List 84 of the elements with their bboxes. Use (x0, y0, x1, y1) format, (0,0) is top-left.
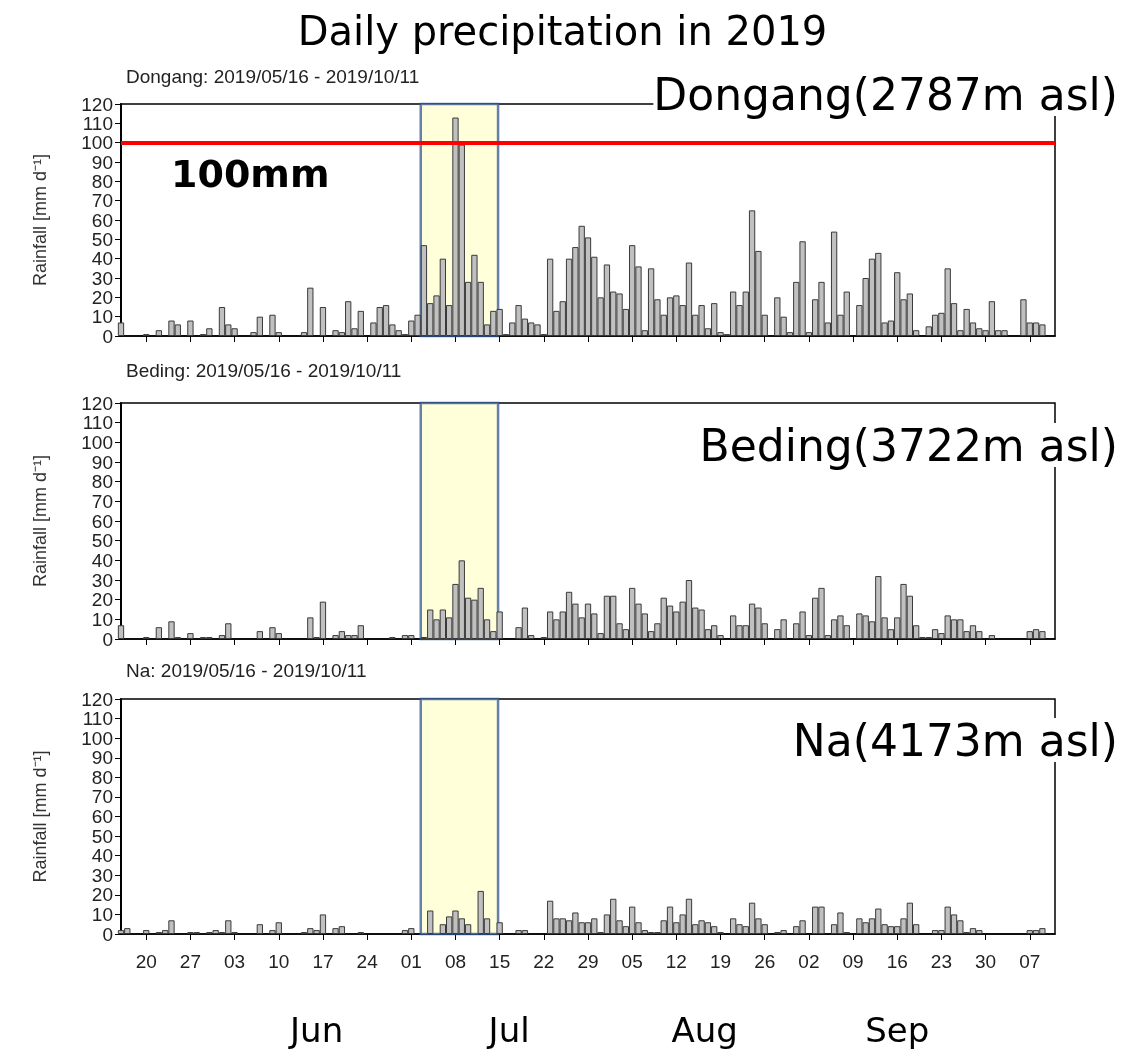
y-tick-label: 40 (91, 845, 113, 867)
y-tick-label: 100 (81, 431, 113, 453)
annotation: Dongang(2787m asl) (653, 68, 1118, 120)
y-tick-label: 80 (91, 766, 113, 788)
y-tick-label: 50 (91, 825, 113, 847)
y-tick-label: 40 (91, 549, 113, 571)
y-tick-label: 20 (91, 589, 113, 611)
x-tick-label: 17 (312, 951, 334, 972)
y-axis-title: Rainfall [mm d⁻¹] (30, 750, 50, 883)
x-tick-label: 23 (930, 951, 952, 972)
ref-line-label: 100mm (171, 151, 330, 196)
y-tick-label: 0 (102, 628, 113, 650)
bar (187, 320, 194, 336)
bar (988, 635, 996, 639)
y-tick-label: 10 (91, 903, 113, 925)
y-tick-label: 100 (81, 132, 113, 154)
chart-title: Daily precipitation in 2019 (297, 8, 828, 54)
y-tick-label: 110 (82, 112, 113, 134)
annotation: Na(4173m asl) (792, 714, 1118, 766)
bar (117, 322, 125, 336)
x-tick-label: 26 (754, 951, 776, 972)
x-tick-label: 05 (621, 951, 643, 972)
chart-subtitle: Dongang: 2019/05/16 - 2019/10/11 (126, 66, 420, 87)
y-tick-label: 110 (82, 708, 113, 730)
y-tick-label: 70 (91, 490, 113, 512)
x-tick-label: 02 (798, 951, 820, 972)
x-tick-label: 16 (886, 951, 908, 972)
bar (256, 631, 263, 639)
y-tick-label: 80 (91, 170, 113, 192)
text: Sep (865, 1010, 930, 1050)
y-tick-label: 20 (91, 884, 113, 906)
x-tick-label: 22 (533, 951, 555, 972)
y-tick-label: 120 (81, 688, 113, 710)
x-tick-label: 19 (709, 951, 732, 972)
x-tick-label: 01 (400, 951, 422, 972)
x-tick-label: 30 (975, 951, 997, 972)
x-tick-label: 27 (179, 951, 201, 972)
y-tick-label: 80 (91, 471, 113, 493)
bar (319, 307, 327, 336)
text: Aug (671, 1010, 738, 1050)
y-tick-label: 20 (91, 286, 113, 308)
bar (117, 625, 125, 639)
y-tick-label: 90 (91, 747, 113, 769)
x-tick-label: 03 (224, 951, 246, 972)
text: Jul (486, 1010, 530, 1050)
y-tick-label: 90 (91, 451, 113, 473)
chart-subtitle: Na: 2019/05/16 - 2019/10/11 (126, 660, 367, 681)
y-tick-label: 0 (102, 923, 113, 945)
x-tick-label: 12 (665, 951, 687, 972)
x-tick-label: 15 (489, 951, 511, 972)
x-tick-label: 09 (842, 951, 864, 972)
chart-subtitle: Beding: 2019/05/16 - 2019/10/11 (126, 360, 402, 381)
y-axis-title: Rainfall [mm d⁻¹] (30, 153, 50, 287)
x-tick-label: 29 (577, 951, 599, 972)
y-tick-label: 0 (102, 325, 113, 347)
text: Jun (288, 1010, 344, 1050)
y-tick-label: 60 (91, 510, 113, 532)
x-tick-label: 08 (444, 951, 467, 972)
y-tick-label: 10 (91, 306, 113, 328)
bar (155, 330, 163, 336)
y-tick-label: 30 (91, 267, 113, 289)
x-tick-label: 24 (356, 951, 379, 972)
x-tick-label: 07 (1019, 951, 1041, 972)
bar (155, 627, 163, 639)
y-tick-label: 120 (81, 93, 113, 115)
y-tick-label: 70 (91, 786, 113, 808)
y-tick-label: 40 (91, 248, 113, 270)
y-tick-label: 60 (91, 209, 113, 231)
annotation: Beding(3722m asl) (699, 419, 1118, 471)
y-tick-label: 100 (81, 727, 113, 749)
y-tick-label: 60 (91, 806, 113, 827)
y-tick-label: 120 (81, 392, 113, 414)
y-tick-label: 90 (91, 151, 113, 173)
y-tick-label: 50 (91, 530, 113, 552)
x-tick-label: 10 (268, 951, 290, 972)
y-tick-label: 10 (91, 608, 113, 630)
y-tick-label: 70 (91, 190, 113, 212)
y-tick-label: 50 (91, 228, 113, 250)
y-tick-label: 110 (82, 412, 113, 434)
y-axis-title: Rainfall [mm d⁻¹] (30, 454, 50, 588)
y-tick-label: 30 (91, 864, 113, 886)
bar (187, 633, 194, 639)
x-tick-label: 20 (135, 951, 157, 972)
y-tick-label: 30 (91, 569, 113, 591)
